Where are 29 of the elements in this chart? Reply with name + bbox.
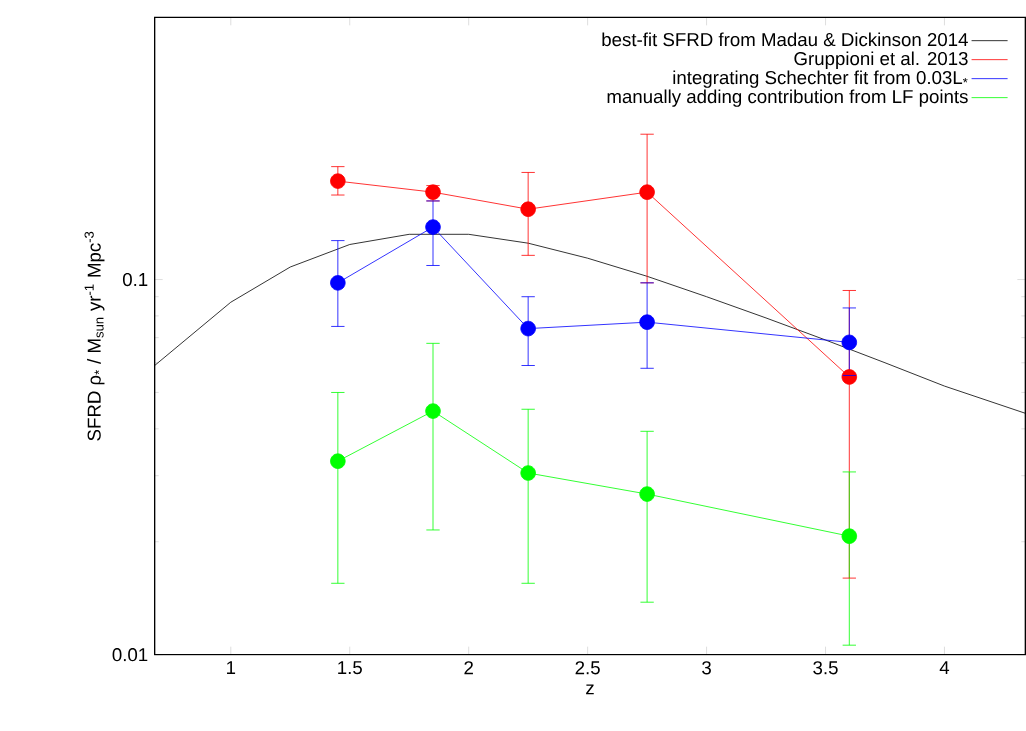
point	[841, 334, 858, 351]
x-tick-label: 3	[702, 661, 711, 675]
point	[639, 486, 655, 502]
legend-label: best-fit SFRD from Madau & Dickinson 2014	[602, 32, 968, 47]
y-tick-label: 0.1	[122, 273, 148, 287]
point	[425, 403, 441, 419]
point	[520, 465, 536, 481]
point	[841, 528, 858, 545]
point	[639, 184, 655, 201]
point	[330, 453, 346, 470]
legend-label: manually adding contribution from LF points	[607, 89, 968, 108]
x-axis-title: z	[586, 684, 594, 695]
point	[520, 321, 536, 337]
point	[639, 314, 655, 331]
legend-label: Gruppioni et al. 2013	[794, 51, 968, 70]
x-tick-label: 1.5	[338, 661, 362, 675]
point	[425, 219, 441, 235]
x-tick-label: 3.5	[813, 661, 838, 675]
point	[520, 201, 536, 218]
x-tick-label: 2	[464, 661, 473, 675]
x-tick-label: 4	[939, 661, 950, 675]
point	[330, 173, 346, 190]
y-axis-title: SFRD ρ$_{*}$ / M$_{sun}$ yr$^{-1}$ Mpc$^{-3}$	[84, 231, 105, 441]
y-tick-label: 0.01	[112, 648, 148, 662]
legend-label: integrating Schechter fit from 0.03L$_{*}$	[673, 70, 968, 89]
x-tick-label: 2.5	[575, 661, 600, 675]
point	[841, 369, 858, 385]
x-tick-label: 1	[227, 661, 236, 675]
point	[330, 275, 346, 291]
